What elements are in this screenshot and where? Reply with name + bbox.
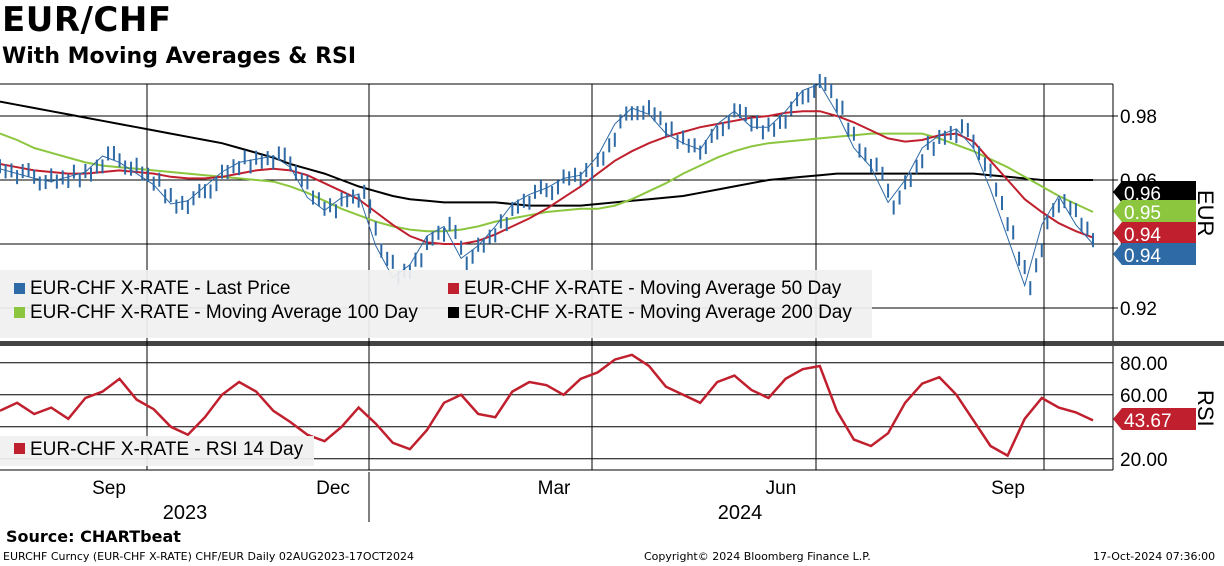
rsi-axis-title: RSI — [1193, 390, 1218, 427]
last-value-tag-3 — [1113, 243, 1196, 265]
series-line-ma100 — [0, 132, 1094, 233]
x-month-label: Sep — [92, 478, 126, 499]
rsi-last-value-tag — [1113, 408, 1196, 430]
last-value-tag-0 — [1113, 181, 1196, 203]
source-label: Source: CHARTbeat — [6, 527, 181, 546]
last-value-label-1: 0.95 — [1124, 203, 1161, 224]
rsi-legend-box — [0, 436, 314, 466]
copyright-notice: Copyright© 2024 Bloomberg Finance L.P. — [644, 550, 871, 563]
main-tick-label: 0.98 — [1120, 107, 1157, 128]
legend-swatch-2 — [14, 307, 25, 318]
x-year-label: 2023 — [163, 502, 208, 524]
x-month-label: Mar — [538, 478, 571, 499]
last-value-tag-1 — [1113, 200, 1196, 222]
legend-label-3: EUR-CHF X-RATE - Moving Average 200 Day — [464, 302, 852, 323]
x-month-label: Dec — [316, 478, 350, 499]
last-value-tag-2 — [1113, 222, 1196, 244]
timestamp: 17-Oct-2024 07:36:00 — [1093, 550, 1216, 563]
legend-label-0: EUR-CHF X-RATE - Last Price — [30, 278, 290, 299]
main-axis-title: EUR — [1193, 190, 1218, 236]
chart-subtitle: With Moving Averages & RSI — [2, 44, 357, 69]
price-series — [0, 73, 1094, 296]
panel-separator — [0, 341, 1224, 346]
series-line-price — [0, 83, 1094, 288]
main-legend-box — [0, 270, 872, 338]
rsi-last-value-label: 43.67 — [1124, 411, 1172, 432]
last-value-label-3: 0.94 — [1124, 246, 1161, 267]
main-tick-label: 0.92 — [1120, 299, 1157, 320]
legend-swatch-0 — [14, 283, 25, 294]
series-line-rsi — [0, 353, 1094, 458]
rsi-tick-label: 60.00 — [1120, 386, 1168, 407]
last-value-label-0: 0.96 — [1124, 184, 1161, 205]
rsi-tick-label: 20.00 — [1120, 450, 1168, 471]
legend-swatch-1 — [448, 283, 459, 294]
last-value-label-2: 0.94 — [1124, 225, 1161, 246]
legend-label-1: EUR-CHF X-RATE - Moving Average 50 Day — [464, 278, 842, 299]
x-month-label: Sep — [991, 478, 1025, 499]
x-month-label: Jun — [766, 478, 797, 499]
chart-title: EUR/CHF — [2, 0, 172, 40]
legend-label-2: EUR-CHF X-RATE - Moving Average 100 Day — [30, 302, 418, 323]
series-line-ma50 — [0, 110, 1094, 245]
x-year-label: 2024 — [718, 502, 763, 524]
rsi-tick-label: 80.00 — [1120, 354, 1168, 375]
rsi-legend-swatch — [14, 443, 25, 454]
legend-swatch-3 — [448, 307, 459, 318]
security-description: EURCHF Curncy (EUR-CHF X-RATE) CHF/EUR D… — [3, 550, 414, 563]
rsi-legend-label: EUR-CHF X-RATE - RSI 14 Day — [30, 439, 304, 460]
